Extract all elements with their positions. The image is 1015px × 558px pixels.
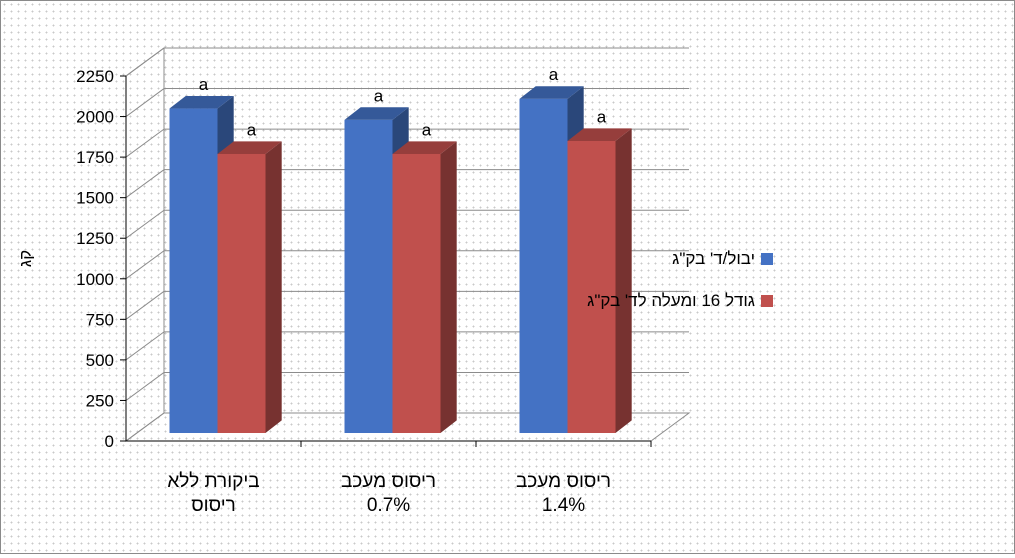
bar [519,98,568,434]
bar-side [615,128,632,433]
gridline-side [125,250,165,280]
y-tick-label: 500 [86,351,114,370]
x-tick-label: ריסוס [191,495,236,516]
bar [344,119,393,434]
x-tick-label: ריסוס מעכב [516,471,611,492]
bar [169,108,218,434]
legend-swatch [761,253,773,265]
data-label: a [374,86,384,105]
y-tick-label: 1000 [76,270,114,289]
gridline-side [125,290,165,320]
x-tick-label: ביקורת ללא [167,471,259,492]
data-label: a [597,107,607,126]
bar-top [217,141,282,154]
x-tick-label: 0.7% [367,495,410,516]
bar [217,153,266,433]
gridline-side [125,128,165,158]
y-tick-label: 750 [86,310,114,329]
x-tick-label: 1.4% [542,495,585,516]
bar-side [265,141,282,433]
x-tick-label: ריסוס מעכב [341,471,436,492]
bar-top [519,86,584,99]
y-tick-label: 1250 [76,229,114,248]
legend-label: יבול/ד' בק"ג [672,249,755,268]
y-tick-label: 2000 [76,108,114,127]
y-tick-label: 1500 [76,189,114,208]
bar-side [440,141,457,433]
y-tick-label: 0 [105,432,114,451]
y-tick-label: 250 [86,391,114,410]
gridline-side [125,331,165,361]
data-label: a [199,75,209,94]
bar-top [567,128,632,141]
gridline-side [125,88,165,117]
bar-top [344,107,409,120]
y-tick-label: 2250 [76,67,114,86]
bar-top [392,141,457,154]
side-wall [125,47,165,442]
gridline-side [125,209,165,239]
gridline-side [125,47,165,77]
bar [567,141,616,433]
data-label: a [422,120,432,139]
gridline-side [125,372,165,401]
data-label: a [549,65,559,84]
y-tick-label: 1750 [76,148,114,167]
legend-label: גודל 16 ומעלה לד' בק"ג [587,291,755,310]
gridline-side [125,169,165,199]
y-axis-label: קג [16,250,35,267]
bar [392,153,441,433]
legend-swatch [761,295,773,307]
bar-top [169,95,234,109]
data-label: a [247,120,257,139]
